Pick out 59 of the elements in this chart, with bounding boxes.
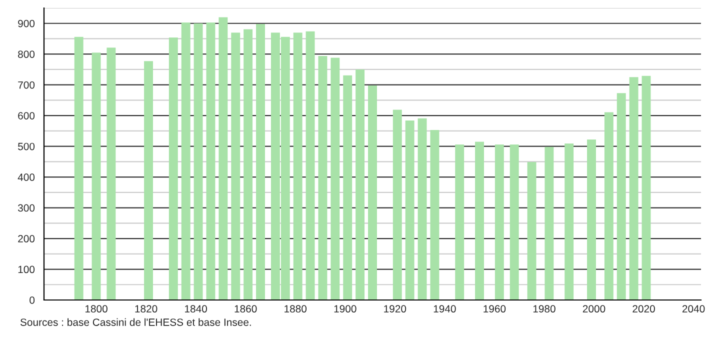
y-tick-label: 0 bbox=[30, 296, 35, 304]
x-tick-label: 1980 bbox=[533, 305, 556, 313]
bar bbox=[368, 85, 377, 300]
bar bbox=[475, 142, 484, 300]
bar bbox=[564, 144, 574, 300]
bar bbox=[330, 58, 340, 300]
bar bbox=[642, 76, 651, 300]
x-tick-label: 1900 bbox=[334, 305, 356, 313]
bar bbox=[144, 61, 153, 300]
bar bbox=[218, 17, 228, 300]
bar bbox=[405, 120, 414, 300]
bar bbox=[293, 32, 302, 300]
bar bbox=[168, 38, 178, 300]
bar bbox=[527, 162, 536, 300]
x-tick-label: 1800 bbox=[85, 305, 108, 313]
bar bbox=[194, 23, 203, 300]
bar bbox=[587, 140, 596, 300]
x-tick-label: 1860 bbox=[234, 305, 257, 313]
x-tick-label: 1880 bbox=[284, 305, 307, 313]
x-tick-label: 1960 bbox=[484, 305, 506, 313]
bar bbox=[629, 77, 638, 300]
bar bbox=[181, 22, 190, 300]
bar bbox=[510, 144, 519, 300]
y-tick-label: 100 bbox=[18, 266, 35, 274]
bar bbox=[430, 130, 440, 300]
y-tick-label: 900 bbox=[18, 20, 35, 28]
x-tick-label: 1820 bbox=[135, 305, 158, 313]
x-tick-label: 2020 bbox=[632, 305, 655, 313]
bar bbox=[356, 69, 365, 300]
y-tick-label: 200 bbox=[18, 235, 35, 242]
bar bbox=[392, 110, 402, 300]
bar bbox=[92, 52, 101, 300]
y-tick-label: 700 bbox=[18, 81, 35, 89]
x-tick-label: 1920 bbox=[384, 305, 406, 313]
bar bbox=[604, 112, 614, 300]
bar bbox=[544, 146, 554, 300]
source-note: Sources : base Cassini de l'EHESS et base Insee. bbox=[20, 318, 251, 326]
bar bbox=[106, 48, 116, 300]
bar bbox=[74, 36, 84, 300]
x-tick-label: 2000 bbox=[582, 305, 606, 313]
bar bbox=[343, 75, 352, 300]
bar bbox=[256, 24, 265, 300]
bar bbox=[306, 31, 315, 300]
x-tick-label: 2040 bbox=[682, 305, 705, 313]
bar bbox=[616, 93, 626, 300]
y-tick-label: 300 bbox=[18, 204, 35, 212]
x-tick-label: 1840 bbox=[185, 305, 207, 313]
bar bbox=[494, 144, 504, 300]
y-tick-label: 500 bbox=[18, 142, 35, 150]
x-tick-label: 1940 bbox=[434, 305, 456, 313]
bar bbox=[206, 22, 216, 300]
bar bbox=[318, 56, 328, 300]
bar bbox=[418, 118, 427, 300]
bar bbox=[244, 29, 253, 300]
bar bbox=[455, 144, 464, 300]
y-tick-label: 800 bbox=[18, 50, 35, 58]
bar bbox=[231, 32, 240, 300]
y-tick-label: 600 bbox=[18, 112, 35, 120]
y-tick-label: 400 bbox=[18, 174, 35, 181]
